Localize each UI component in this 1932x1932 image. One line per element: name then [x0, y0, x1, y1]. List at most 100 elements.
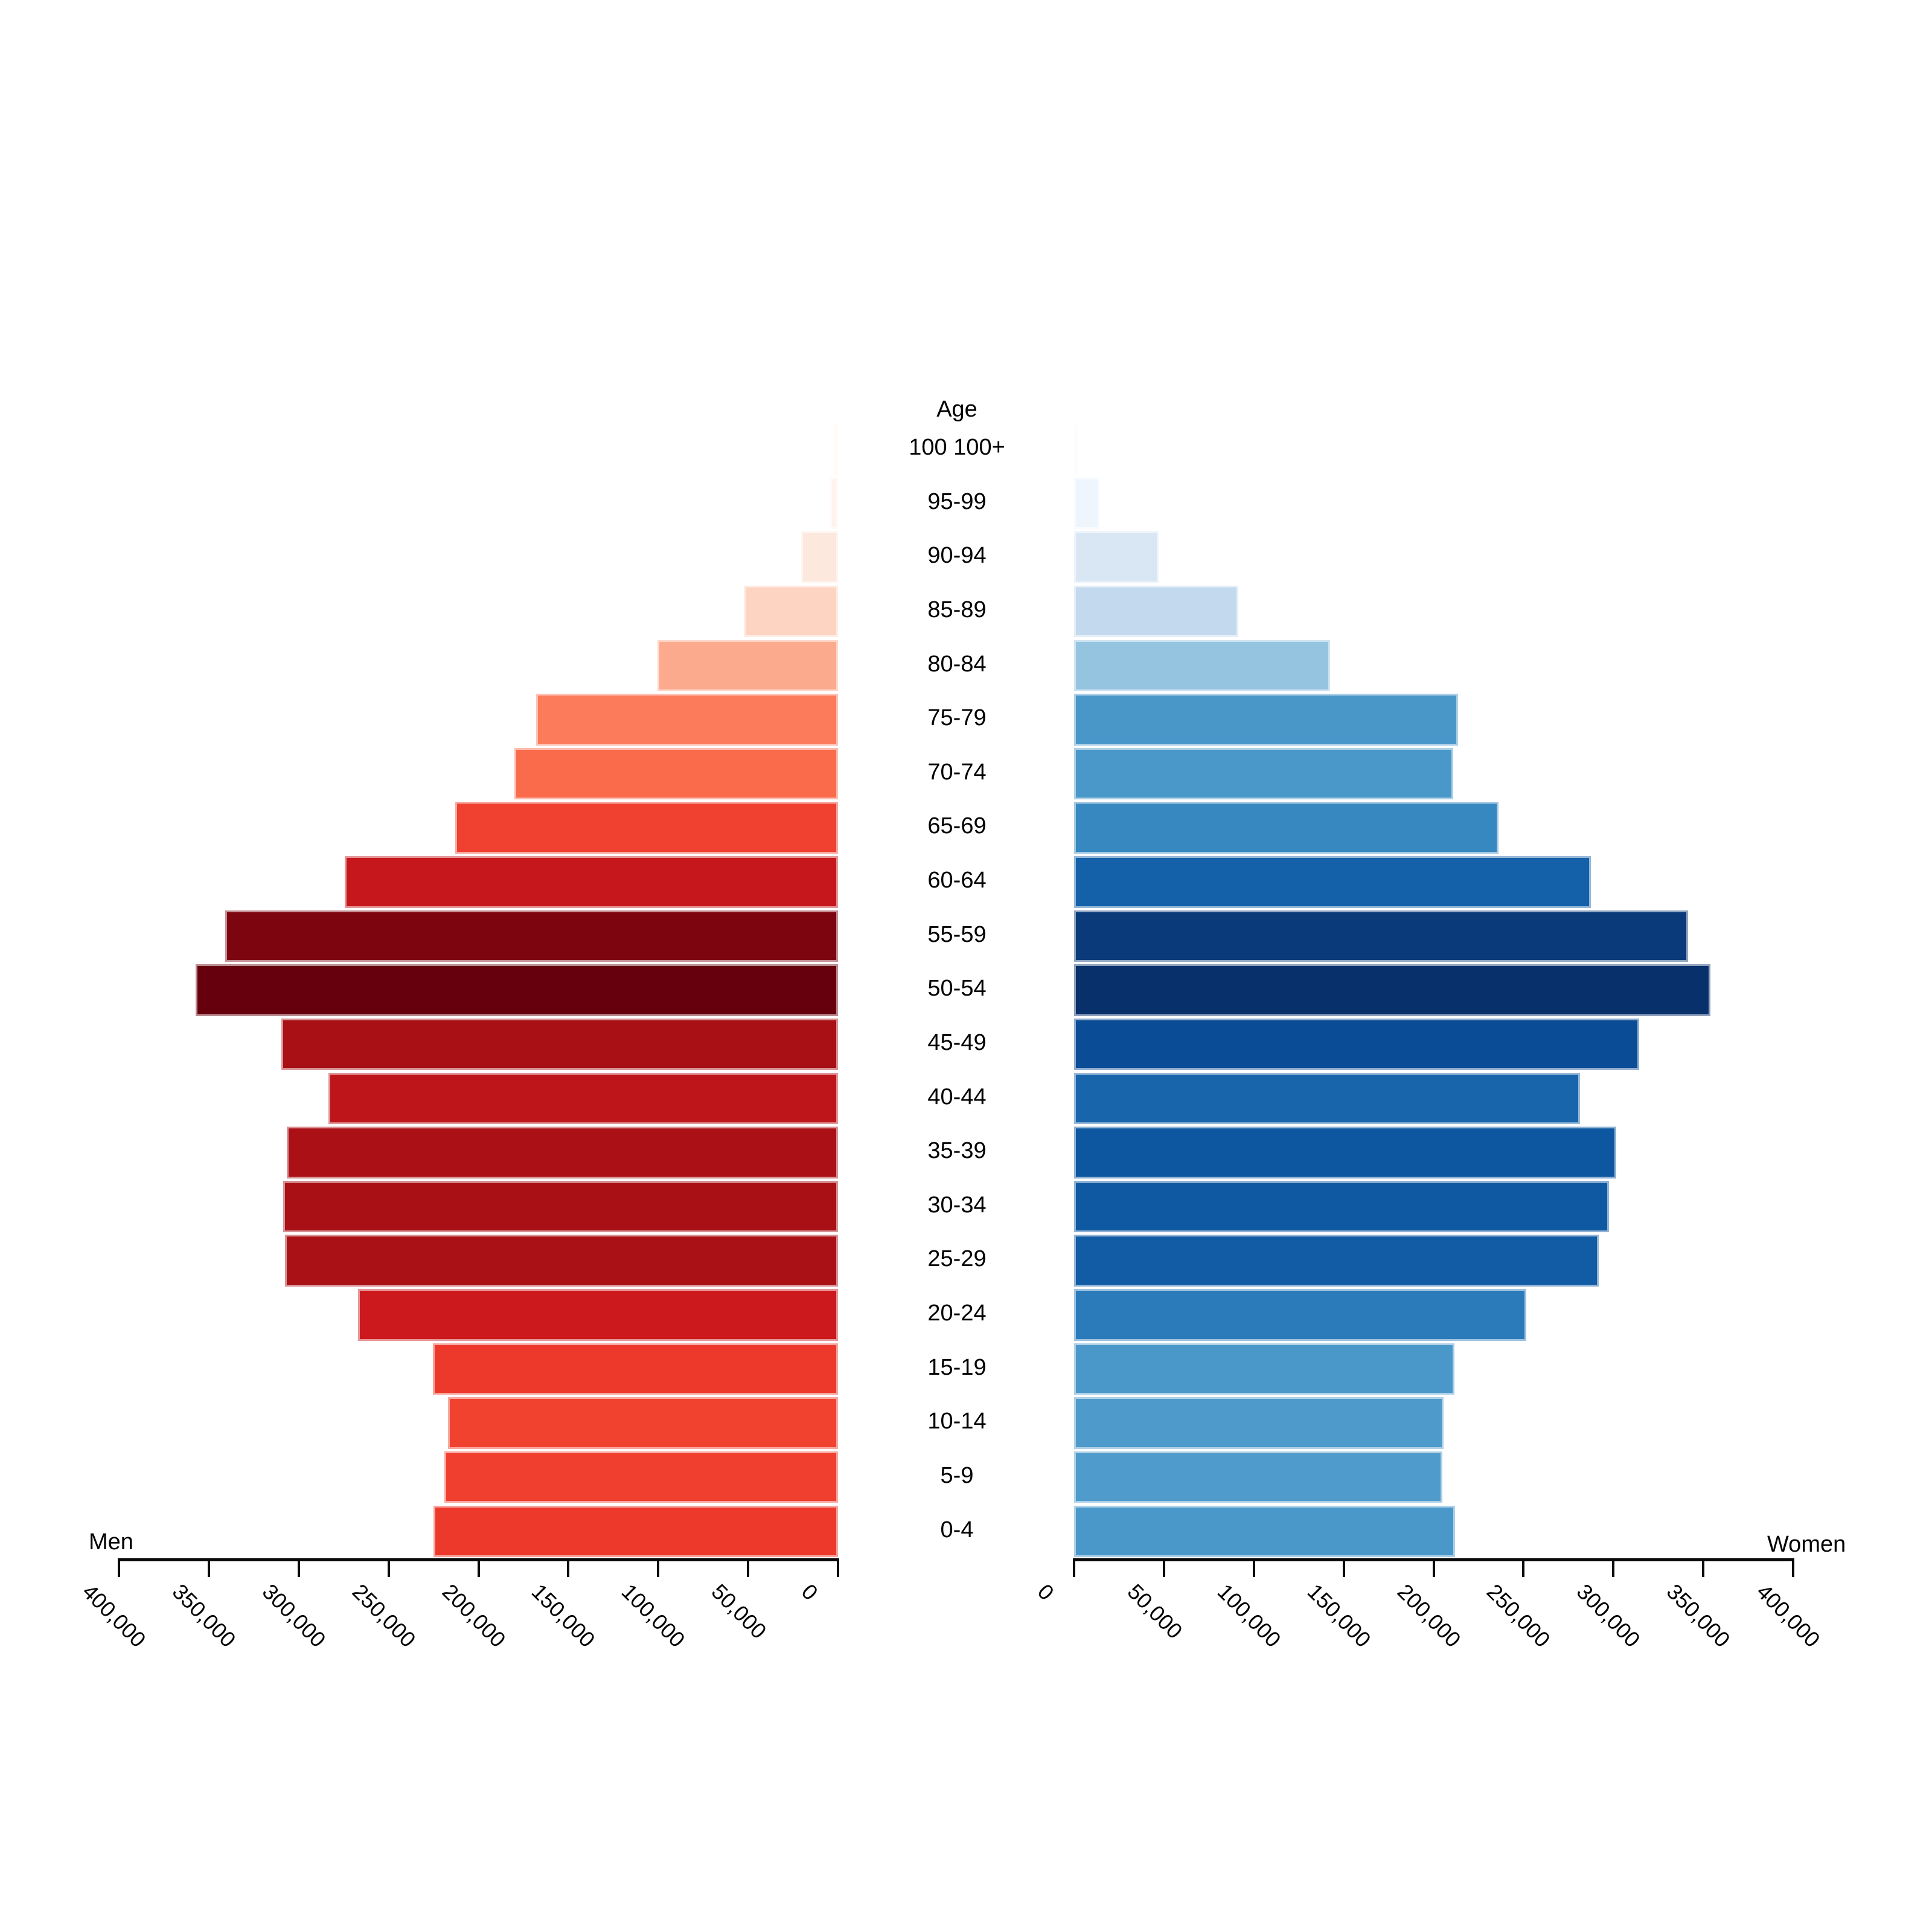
women-axis-label: Women	[1767, 1532, 1846, 1557]
age-label-5-9: 5-9	[940, 1462, 974, 1488]
age-label-10-14: 10-14	[927, 1409, 987, 1435]
bar-women-0-4	[1074, 1505, 1456, 1557]
age-label-40-44: 40-44	[927, 1084, 987, 1110]
bar-women-60-64	[1074, 856, 1591, 908]
women-tick-label-300000: 300,000	[1572, 1579, 1645, 1652]
men-tick-400000	[118, 1558, 120, 1577]
bar-men-90-94	[801, 531, 838, 583]
bar-women-20-24	[1074, 1289, 1526, 1341]
bar-women-55-59	[1074, 910, 1688, 962]
age-label-80-84: 80-84	[927, 651, 987, 677]
bar-men-60-64	[344, 856, 838, 908]
women-tick-label-350000: 350,000	[1662, 1579, 1735, 1652]
women-tick-50000	[1162, 1558, 1165, 1577]
men-tick-0	[837, 1558, 839, 1577]
bar-men-30-34	[283, 1180, 838, 1233]
men-tick-label-300000: 300,000	[257, 1579, 331, 1652]
age-label-15-19: 15-19	[927, 1354, 987, 1380]
men-tick-label-400000: 400,000	[77, 1579, 151, 1652]
men-tick-label-250000: 250,000	[347, 1579, 421, 1652]
age-label-0-4: 0-4	[940, 1517, 974, 1543]
bar-men-45-49	[281, 1018, 838, 1070]
bar-women-65-69	[1074, 802, 1499, 854]
bar-women-10-14	[1074, 1397, 1444, 1449]
bar-men-50-54	[195, 964, 838, 1016]
age-label-45-49: 45-49	[927, 1029, 987, 1055]
men-tick-label-200000: 200,000	[437, 1579, 511, 1652]
women-tick-100000	[1252, 1558, 1255, 1577]
men-tick-label-150000: 150,000	[527, 1579, 601, 1652]
bar-women-95-99	[1074, 477, 1099, 529]
men-tick-label-50000: 50,000	[706, 1579, 772, 1644]
bar-men-20-24	[358, 1289, 838, 1341]
bar-women-75-79	[1074, 694, 1458, 746]
age-label-50-54: 50-54	[927, 976, 987, 1002]
bar-men-5-9	[444, 1451, 838, 1503]
center-axis-title: Age	[936, 397, 977, 422]
women-tick-label-100000: 100,000	[1212, 1579, 1286, 1652]
bar-men-35-39	[287, 1127, 838, 1179]
bar-men-40-44	[328, 1072, 838, 1125]
women-tick-400000	[1792, 1558, 1794, 1577]
men-tick-350000	[207, 1558, 210, 1577]
age-label-95-99: 95-99	[927, 488, 987, 514]
women-tick-150000	[1342, 1558, 1345, 1577]
bar-men-100-100-	[834, 423, 839, 475]
men-tick-300000	[297, 1558, 300, 1577]
bar-men-55-59	[225, 910, 838, 962]
bar-men-85-89	[743, 585, 838, 638]
bar-men-95-99	[830, 477, 838, 529]
bar-men-65-69	[455, 802, 838, 854]
bar-women-15-19	[1074, 1343, 1454, 1395]
women-tick-300000	[1612, 1558, 1615, 1577]
age-label-25-29: 25-29	[927, 1246, 987, 1272]
men-tick-250000	[387, 1558, 390, 1577]
age-label-35-39: 35-39	[927, 1138, 987, 1164]
age-label-20-24: 20-24	[927, 1300, 987, 1326]
bar-women-40-44	[1074, 1072, 1581, 1125]
bar-women-45-49	[1074, 1018, 1640, 1070]
women-tick-label-0: 0	[1032, 1579, 1059, 1605]
bar-women-100-100-	[1074, 423, 1079, 475]
men-tick-label-350000: 350,000	[167, 1579, 241, 1652]
age-label-100-100-: 100 100+	[909, 435, 1005, 461]
bar-men-15-19	[432, 1343, 838, 1395]
age-label-30-34: 30-34	[927, 1192, 987, 1218]
age-label-70-74: 70-74	[927, 759, 987, 785]
bar-women-5-9	[1074, 1451, 1443, 1503]
age-label-75-79: 75-79	[927, 705, 987, 731]
bar-women-70-74	[1074, 747, 1454, 800]
bar-men-10-14	[447, 1397, 838, 1449]
women-tick-0	[1073, 1558, 1075, 1577]
bar-women-80-84	[1074, 639, 1331, 692]
bar-men-70-74	[514, 747, 838, 800]
women-tick-label-150000: 150,000	[1302, 1579, 1376, 1652]
women-tick-label-250000: 250,000	[1482, 1579, 1556, 1652]
women-tick-250000	[1522, 1558, 1525, 1577]
bar-men-0-4	[433, 1505, 838, 1557]
men-axis-label: Men	[89, 1529, 133, 1555]
bar-women-50-54	[1074, 964, 1711, 1016]
age-label-90-94: 90-94	[927, 543, 987, 569]
men-tick-150000	[567, 1558, 570, 1577]
men-tick-200000	[477, 1558, 480, 1577]
women-tick-label-200000: 200,000	[1392, 1579, 1466, 1652]
men-tick-100000	[657, 1558, 660, 1577]
women-tick-350000	[1702, 1558, 1705, 1577]
age-label-55-59: 55-59	[927, 921, 987, 947]
bar-women-85-89	[1074, 585, 1239, 638]
age-label-65-69: 65-69	[927, 813, 987, 839]
men-tick-label-100000: 100,000	[616, 1579, 690, 1652]
age-label-85-89: 85-89	[927, 597, 987, 622]
bar-women-35-39	[1074, 1127, 1616, 1179]
bar-women-30-34	[1074, 1180, 1609, 1233]
bar-men-80-84	[657, 639, 838, 692]
men-tick-50000	[747, 1558, 750, 1577]
bar-women-90-94	[1074, 531, 1159, 583]
bar-women-25-29	[1074, 1235, 1599, 1287]
women-tick-200000	[1432, 1558, 1435, 1577]
age-label-60-64: 60-64	[927, 868, 987, 894]
women-tick-label-50000: 50,000	[1122, 1579, 1188, 1644]
men-tick-label-0: 0	[796, 1579, 823, 1605]
